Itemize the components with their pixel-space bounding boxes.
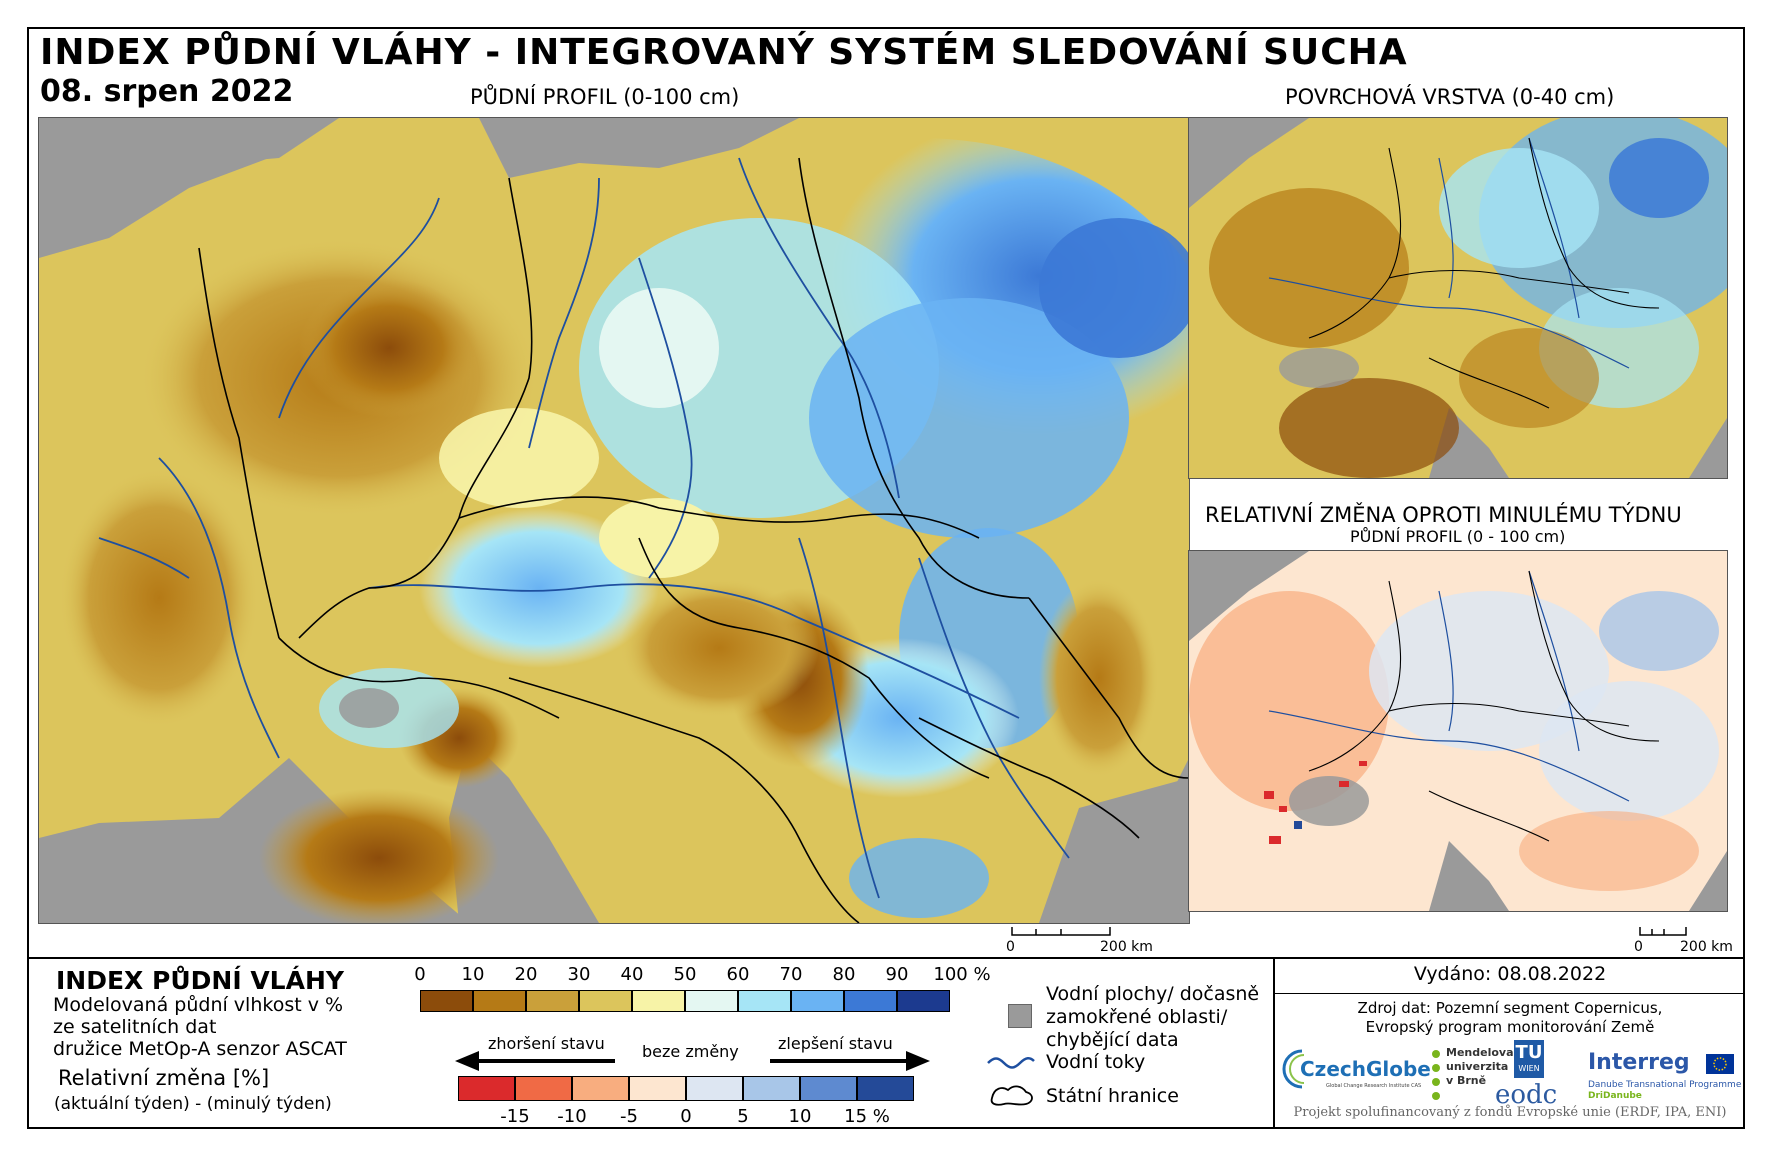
- soil-tick-label: 100 %: [933, 964, 991, 985]
- no-change-label: beze změny: [642, 1042, 739, 1061]
- change-tick-label: 0: [680, 1106, 692, 1127]
- eu-flag-icon: [1706, 1054, 1734, 1074]
- scalebar-start: 0: [1634, 939, 1643, 955]
- surface-layer-map: [1188, 117, 1728, 479]
- legend-desc-line: ze satelitních dat: [53, 1016, 217, 1038]
- soil-tick-label: 10: [461, 964, 485, 985]
- soil-color-swatch: [844, 990, 897, 1012]
- change-tick-label: -5: [620, 1106, 638, 1127]
- soil-tick-label: 90: [885, 964, 909, 985]
- mendelu-line: Mendelova: [1446, 1046, 1514, 1059]
- change-color-swatch: [686, 1076, 743, 1101]
- source-line: Zdroj dat: Pozemní segment Copernicus,: [1357, 999, 1663, 1017]
- better-label: zlepšení stavu: [778, 1034, 893, 1053]
- interreg-logo: Interreg Danube Transnational Programme …: [1566, 1044, 1741, 1104]
- change-map-title: RELATIVNÍ ZMĚNA OPROTI MINULÉMU TÝDNU: [1205, 503, 1682, 527]
- issued-divider: [1275, 993, 1745, 994]
- change-color-swatch: [629, 1076, 686, 1101]
- change-color-swatch: [515, 1076, 572, 1101]
- worse-label: zhoršení stavu: [488, 1034, 605, 1053]
- data-source: Zdroj dat: Pozemní segment Copernicus, E…: [1275, 999, 1745, 1037]
- interreg-programme: Danube Transnational Programme: [1588, 1080, 1742, 1090]
- mendelu-logo: Mendelova univerzita v Brně: [1430, 1046, 1514, 1112]
- change-color-swatch: [800, 1076, 857, 1101]
- better-arrow: [770, 1050, 930, 1076]
- soil-color-swatch: [897, 990, 950, 1012]
- source-line: Evropský program monitorování Země: [1365, 1018, 1655, 1036]
- scalebar-end: 200 km: [1100, 939, 1153, 955]
- change-tick-label: -15: [500, 1106, 530, 1127]
- surface-map-title: POVRCHOVÁ VRSTVA (0-40 cm): [1285, 85, 1615, 109]
- water-areas-label: Vodní plochy/ dočasně zamokřené oblasti/…: [1046, 983, 1260, 1051]
- eodc-logo: eodc: [1495, 1080, 1558, 1110]
- change-tick-label: 5: [737, 1106, 749, 1127]
- legend-desc-line: družice MetOp-A senzor ASCAT: [53, 1038, 347, 1060]
- worse-arrow: [455, 1050, 615, 1076]
- relative-change-subtitle: (aktuální týden) - (minulý týden): [54, 1094, 332, 1114]
- change-color-swatch: [458, 1076, 515, 1101]
- relative-change-map: [1188, 550, 1728, 912]
- change-map-subtitle: PŮDNÍ PROFIL (0 - 100 cm): [1350, 527, 1566, 546]
- soil-tick-label: 40: [620, 964, 644, 985]
- soil-tick-label: 60: [726, 964, 750, 985]
- rivers-swatch: [986, 1054, 1036, 1073]
- borders-label: Státní hranice: [1046, 1085, 1179, 1107]
- mendelu-line: univerzita: [1446, 1060, 1509, 1073]
- water-areas-swatch: [1008, 1004, 1032, 1028]
- legend-divider: [27, 957, 1745, 959]
- scalebar-start: 0: [1006, 939, 1015, 955]
- footer-divider: [1273, 957, 1275, 1129]
- interreg-project: DriDanube: [1588, 1091, 1642, 1101]
- tu-wien-letters: TU: [1515, 1042, 1543, 1063]
- soil-tick-label: 30: [567, 964, 591, 985]
- soil-tick-label: 50: [673, 964, 697, 985]
- czechglobe-subtitle: Global Change Research Institute CAS: [1326, 1083, 1422, 1089]
- rivers-label: Vodní toky: [1046, 1051, 1146, 1073]
- change-tick-label: -10: [557, 1106, 587, 1127]
- soil-color-swatch: [526, 990, 579, 1012]
- soil-color-swatch: [791, 990, 844, 1012]
- interreg-name: Interreg: [1588, 1050, 1690, 1075]
- relative-change-title: Relativní změna [%]: [58, 1066, 270, 1090]
- change-color-swatch: [743, 1076, 800, 1101]
- soil-color-swatch: [738, 990, 791, 1012]
- scalebar-end: 200 km: [1680, 939, 1733, 955]
- legend-title: INDEX PŮDNÍ VLÁHY: [56, 966, 344, 995]
- soil-tick-label: 20: [514, 964, 538, 985]
- soil-color-swatch: [685, 990, 738, 1012]
- change-color-swatch: [857, 1076, 914, 1101]
- date-label: 08. srpen 2022: [40, 74, 294, 109]
- tu-wien-city: WIEN: [1518, 1064, 1540, 1073]
- main-map-title: PŮDNÍ PROFIL (0-100 cm): [470, 85, 740, 109]
- soil-tick-label: 0: [414, 964, 426, 985]
- funding-note: Projekt spolufinancovaný z fondů Evropsk…: [1293, 1105, 1727, 1120]
- borders-swatch: [988, 1082, 1036, 1112]
- soil-color-swatch: [579, 990, 632, 1012]
- soil-color-swatch: [420, 990, 473, 1012]
- page-title: INDEX PŮDNÍ VLÁHY - INTEGROVANÝ SYSTÉM S…: [40, 32, 1408, 73]
- mendelu-line: v Brně: [1446, 1074, 1487, 1087]
- soil-tick-label: 80: [832, 964, 856, 985]
- change-color-swatch: [572, 1076, 629, 1101]
- czechglobe-name: CzechGlobe: [1300, 1057, 1431, 1081]
- main-soil-moisture-map: [38, 117, 1190, 924]
- issued-date: Vydáno: 08.08.2022: [1413, 963, 1607, 985]
- change-tick-label: 15 %: [844, 1106, 890, 1127]
- legend-desc-line: Modelovaná půdní vlhkost v %: [53, 994, 344, 1016]
- change-tick-label: 10: [788, 1106, 812, 1127]
- soil-tick-label: 70: [779, 964, 803, 985]
- tu-wien-logo: TU WIEN: [1514, 1040, 1544, 1078]
- soil-color-swatch: [473, 990, 526, 1012]
- czechglobe-logo: CzechGlobe Global Change Research Instit…: [1282, 1045, 1431, 1093]
- soil-color-swatch: [632, 990, 685, 1012]
